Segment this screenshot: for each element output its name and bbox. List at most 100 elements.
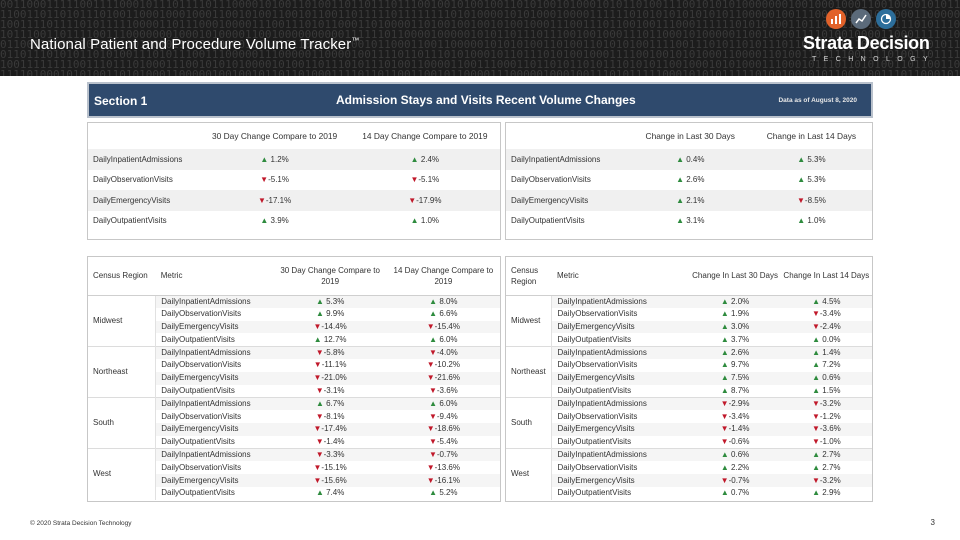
- change-value: 3.9%: [270, 216, 289, 226]
- change-value: -15.1%: [321, 462, 347, 472]
- change-cell: ▲ 0.0%: [781, 333, 872, 346]
- down-triangle-icon: ▼: [797, 195, 805, 205]
- up-triangle-icon: ▲: [812, 296, 823, 306]
- change-value: -0.7%: [728, 475, 750, 485]
- table-row: DailyEmergencyVisits ▲ 2.1% ▼-8.5%: [506, 190, 872, 211]
- change-cell: ▼-2.4%: [780, 320, 872, 334]
- change-cell: ▼-3.6%: [780, 422, 872, 436]
- change-cell: ▲ 5.3%: [751, 170, 872, 191]
- metric-name: DailyOutpatientVisits: [511, 216, 585, 226]
- metric-name: DailyEmergencyVisits: [155, 422, 274, 436]
- change-cell: ▼-3.2%: [780, 396, 872, 411]
- change-cell: ▼-15.6%: [273, 474, 387, 487]
- change-value: -16.1%: [434, 475, 460, 485]
- change-cell: ▲ 1.5%: [781, 385, 872, 398]
- change-cell: ▲ 2.7%: [781, 461, 872, 474]
- down-triangle-icon: ▼: [315, 450, 324, 460]
- metric-name: DailyEmergencyVisits: [551, 422, 690, 436]
- change-value: 1.4%: [822, 347, 841, 357]
- change-cell: ▼-15.1%: [274, 461, 387, 474]
- up-triangle-icon: ▲: [812, 462, 823, 472]
- change-cell: ▲ 2.1%: [629, 190, 751, 211]
- table-row: Northeast DailyInpatientAdmissions ▲ 2.6% ▲…: [506, 345, 872, 398]
- change-cell: ▼-3.6%: [387, 385, 500, 398]
- change-value: -3.6%: [436, 385, 458, 395]
- up-triangle-icon: ▲: [260, 216, 271, 226]
- region-table-recent: Census Region Metric Change In Last 30 Day…: [506, 257, 872, 500]
- metric-name: DailyOutpatientVisits: [557, 334, 632, 344]
- change-value: -17.1%: [265, 195, 292, 205]
- table-row: West DailyInpatientAdmissions ▲ 0.6% ▲ 2.7%: [506, 448, 872, 500]
- up-triangle-icon: ▲: [676, 154, 687, 164]
- change-value: -1.4%: [728, 424, 750, 434]
- column-header: Change In Last 30 Days: [689, 257, 781, 296]
- change-value: -21.0%: [321, 373, 347, 383]
- up-triangle-icon: ▲: [676, 175, 687, 185]
- deck-title-text: National Patient and Procedure Volume Tr…: [30, 36, 352, 53]
- down-triangle-icon: ▼: [720, 411, 729, 421]
- change-value: 2.7%: [822, 462, 841, 472]
- change-cell: ▲ 2.4%: [349, 149, 500, 170]
- down-triangle-icon: ▼: [811, 399, 820, 409]
- down-triangle-icon: ▼: [811, 411, 820, 421]
- change-cell: ▲ 5.2%: [387, 487, 500, 500]
- table-row: DailyOutpatientVisits ▲ 8.7% ▲ 1.5%: [506, 385, 872, 398]
- change-cell: ▼-3.4%: [781, 308, 872, 321]
- logo-name: Strata Decision: [803, 33, 930, 53]
- change-cell: ▼-10.2%: [387, 359, 500, 372]
- metric-name: DailyEmergencyVisits: [551, 474, 690, 487]
- down-triangle-icon: ▼: [811, 475, 820, 485]
- change-cell: ▲ 6.7%: [273, 396, 387, 411]
- change-cell: ▲ 6.0%: [387, 333, 500, 346]
- change-cell: ▲ 2.0%: [689, 294, 781, 308]
- change-value: 5.3%: [807, 175, 826, 185]
- table-row: DailyEmergencyVisits ▼-21.0% ▼-21.6%: [88, 371, 500, 385]
- change-value: 7.5%: [731, 373, 750, 383]
- table-row: DailyObservationVisits ▲ 9.7% ▲ 7.2%: [506, 359, 872, 372]
- metric-name: DailyObservationVisits: [161, 360, 242, 370]
- change-value: -17.9%: [416, 195, 442, 205]
- header-band: 0011000111110011110001011101111011100001…: [0, 0, 960, 76]
- down-triangle-icon: ▼: [313, 424, 322, 434]
- region-name: Midwest: [88, 294, 157, 347]
- data-as-of: Data as of August 8, 2020: [778, 97, 857, 104]
- down-triangle-icon: ▼: [313, 321, 322, 331]
- change-value: 3.1%: [686, 216, 705, 226]
- change-value: -14.4%: [321, 321, 347, 331]
- down-triangle-icon: ▼: [313, 475, 322, 485]
- metric-name: DailyInpatientAdmissions: [155, 448, 274, 462]
- table-row: DailyOutpatientVisits ▲ 3.1% ▲ 1.0%: [506, 211, 872, 232]
- change-value: -5.4%: [436, 436, 458, 446]
- up-triangle-icon: ▲: [797, 154, 808, 164]
- metric-name: DailyOutpatientVisits: [161, 488, 235, 498]
- metric-name: DailyInpatientAdmissions: [88, 149, 200, 170]
- metric-name: DailyObservationVisits: [161, 411, 242, 421]
- change-cell: ▼-4.0%: [386, 345, 500, 359]
- change-cell: ▼-1.4%: [274, 436, 387, 449]
- metric-name: DailyInpatientAdmissions: [551, 345, 690, 359]
- down-triangle-icon: ▼: [426, 424, 435, 434]
- change-value: -17.4%: [321, 424, 347, 434]
- table-row: DailyEmergencyVisits ▼-0.7% ▼-3.2%: [506, 474, 872, 487]
- change-value: -5.8%: [323, 347, 345, 357]
- change-value: -3.3%: [323, 450, 345, 460]
- column-header: 14 Day Change Compare to 2019: [386, 257, 500, 296]
- up-triangle-icon: ▲: [676, 216, 687, 226]
- table-row: DailyObservationVisits ▲ 2.6% ▲ 5.3%: [506, 170, 872, 191]
- change-cell: ▼-21.0%: [273, 371, 387, 385]
- change-cell: ▼-5.4%: [387, 436, 500, 449]
- change-value: -3.4%: [728, 411, 750, 421]
- detail-panel-2019: Census Region Metric 30 Day Change Compare…: [87, 256, 501, 502]
- metric-name: DailyInpatientAdmissions: [155, 294, 274, 308]
- logo-tagline: TECHNOLOGY: [812, 56, 936, 63]
- change-cell: ▲ 2.9%: [781, 487, 872, 500]
- change-value: -2.9%: [728, 399, 750, 409]
- table-row: Northeast DailyInpatientAdmissions ▼-5.8% ▼…: [88, 345, 500, 398]
- change-cell: ▼-9.4%: [387, 410, 500, 423]
- header-row: Change in Last 30 Days Change in Last 14 …: [506, 123, 872, 149]
- table-row: DailyOutpatientVisits ▲ 3.9% ▲ 1.0%: [88, 211, 500, 232]
- bar-chart-icon: [826, 9, 846, 29]
- table-row: South DailyInpatientAdmissions ▼-2.9% ▼-3.2…: [506, 396, 872, 449]
- up-triangle-icon: ▲: [720, 373, 732, 383]
- down-triangle-icon: ▼: [426, 321, 435, 331]
